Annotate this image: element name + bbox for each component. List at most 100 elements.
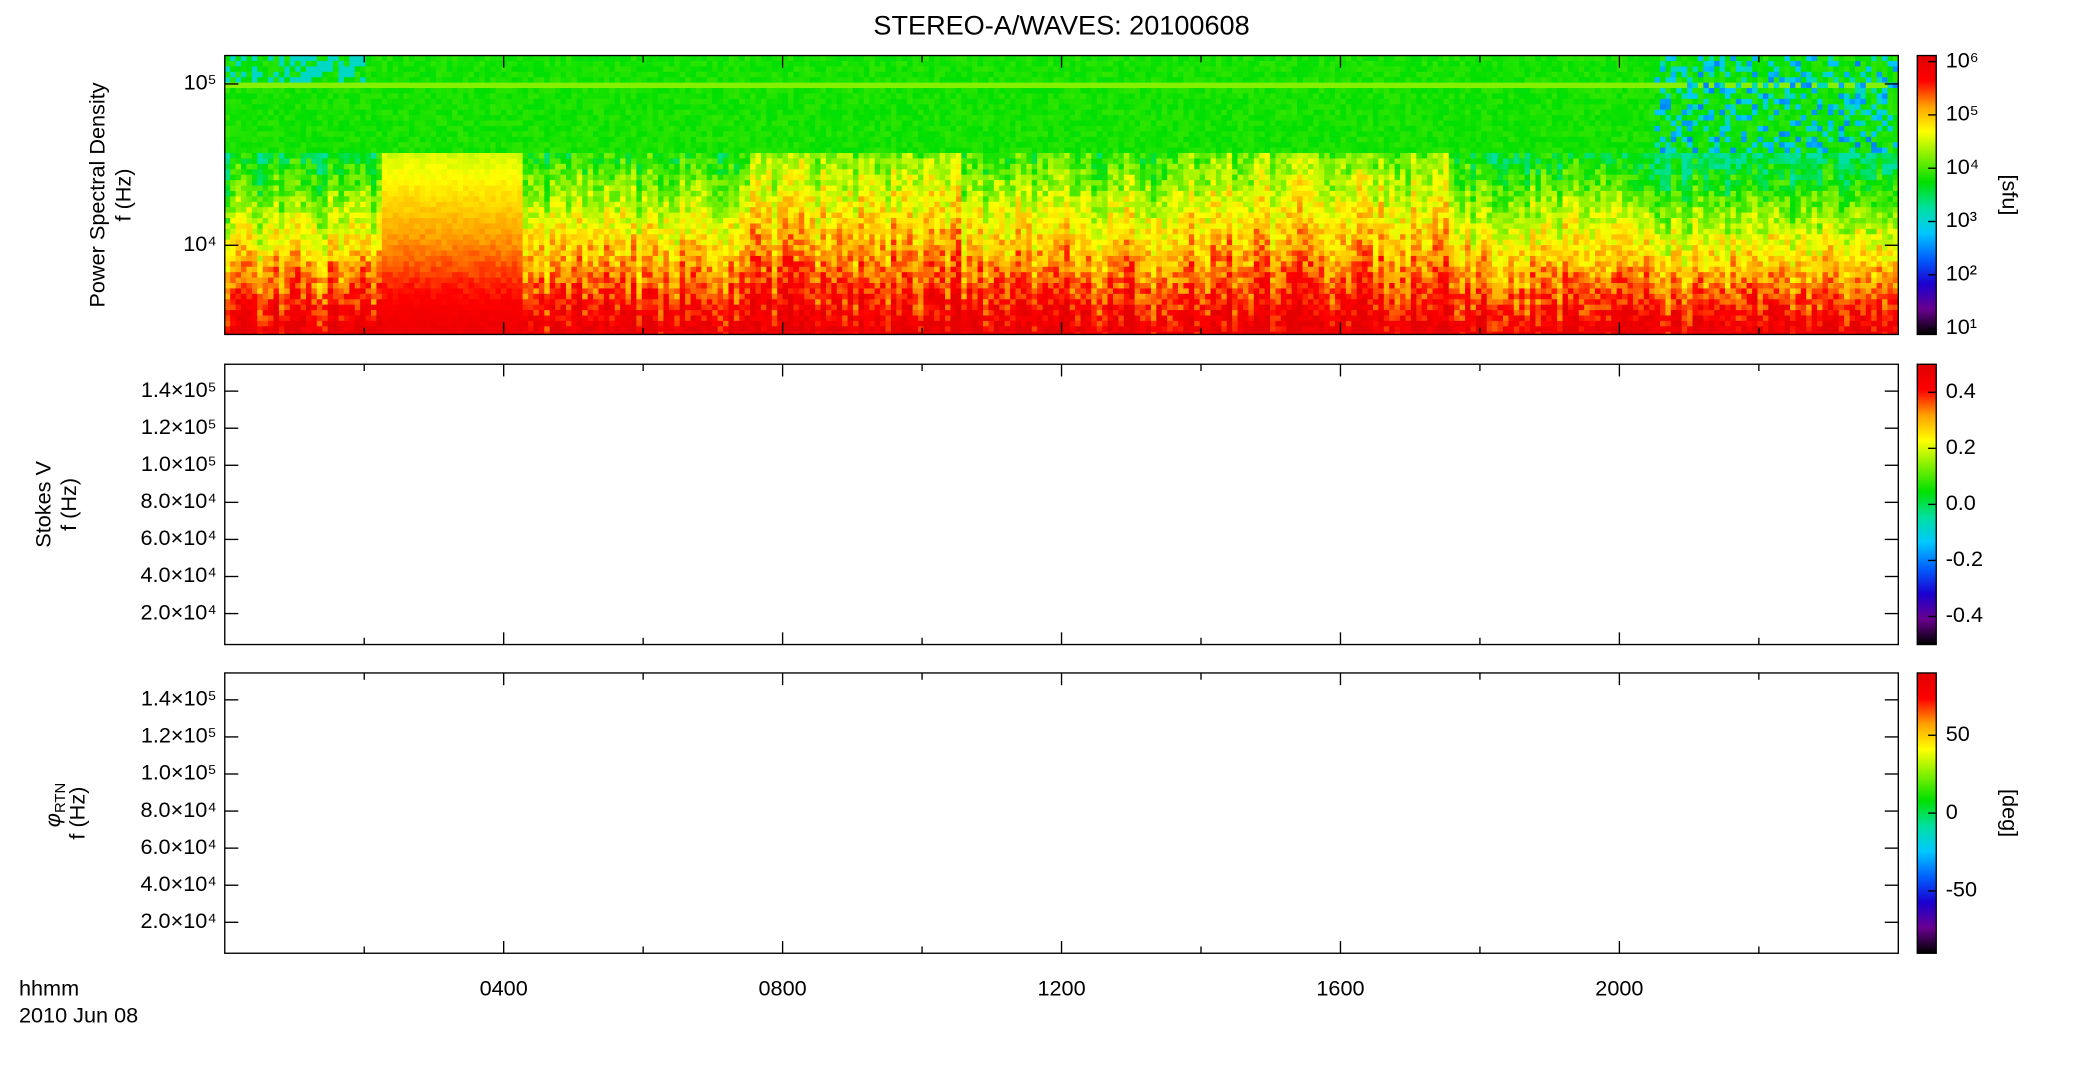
spectrogram-cell	[560, 115, 567, 121]
spectrogram-cell	[224, 320, 231, 327]
spectrogram-cell	[652, 142, 659, 149]
spectrogram-cell	[349, 109, 356, 116]
spectrogram-cell	[522, 125, 529, 132]
spectrogram-cell	[517, 147, 524, 154]
spectrogram-cell	[528, 147, 535, 154]
spectrogram-cell	[425, 158, 432, 165]
spectrogram-cell	[257, 234, 264, 241]
spectrogram-cell	[370, 212, 378, 219]
spectrogram-cell	[495, 223, 502, 230]
spectrogram-cell	[224, 304, 231, 311]
spectrogram-cell	[603, 147, 610, 154]
spectrogram-cell	[647, 55, 654, 62]
spectrogram-cell	[560, 326, 567, 333]
spectrogram-cell	[723, 131, 730, 138]
spectrogram-cell	[224, 261, 231, 268]
spectrogram-cell	[333, 196, 340, 203]
spectrogram-cell	[370, 283, 378, 289]
spectrogram-cell	[609, 239, 616, 246]
spectrogram-cell	[446, 288, 453, 295]
spectrogram-cell	[457, 326, 464, 333]
spectrogram-cell	[289, 234, 296, 241]
spectrogram-cell	[365, 288, 372, 295]
spectrogram-cell	[506, 255, 513, 262]
spectrogram-cell	[468, 120, 475, 127]
spectrogram-cell	[576, 283, 583, 289]
spectrogram-cell	[446, 169, 453, 176]
spectrogram-cell	[706, 196, 713, 203]
spectrogram-cell	[284, 223, 291, 230]
spectrogram-cell	[273, 66, 280, 73]
spectrogram-cell	[414, 60, 421, 67]
spectrogram-cell	[425, 266, 432, 273]
spectrogram-cell	[712, 223, 719, 230]
spectrogram-cell	[473, 82, 480, 89]
spectrogram-cell	[506, 115, 513, 121]
spectrogram-cell	[457, 120, 464, 127]
spectrogram-cell	[360, 218, 367, 224]
spectrogram-cell	[392, 266, 399, 273]
spectrogram-cell	[473, 169, 480, 176]
spectrogram-cell	[479, 223, 486, 230]
spectrogram-cell	[284, 88, 291, 94]
spectrogram-cell	[484, 93, 491, 100]
spectrogram-cell	[490, 283, 497, 289]
spectrogram-cell	[224, 207, 231, 214]
spectrogram-cell	[392, 98, 399, 105]
spectrogram-cell	[289, 125, 296, 132]
spectrogram-cell	[306, 288, 313, 295]
spectrogram-cell	[549, 60, 556, 67]
spectrogram-cell	[468, 223, 475, 230]
spectrogram-cell	[468, 190, 475, 197]
spectrogram-cell	[565, 320, 573, 327]
spectrogram-cell	[273, 77, 280, 84]
spectrogram-cell	[468, 293, 475, 300]
spectrogram-cell	[278, 190, 286, 197]
spectrogram-cell	[728, 125, 735, 132]
spectrogram-cell	[695, 66, 703, 73]
spectrogram-cell	[446, 228, 453, 235]
spectrogram-cell	[235, 315, 242, 322]
spectrogram-cell	[268, 158, 275, 165]
spectrogram-cell	[463, 245, 470, 251]
spectrogram-cell	[441, 93, 448, 100]
spectrogram-cell	[343, 98, 351, 105]
spectrogram-cell	[360, 66, 367, 73]
spectrogram-cell	[246, 180, 253, 186]
spectrogram-cell	[625, 315, 632, 322]
spectrogram-cell	[360, 88, 367, 94]
spectrogram-cell	[695, 88, 703, 94]
spectrogram-cell	[728, 288, 735, 295]
spectrogram-cell	[419, 228, 426, 235]
spectrogram-cell	[560, 299, 567, 306]
spectrogram-cell	[630, 82, 638, 89]
spectrogram-cell	[603, 272, 610, 279]
spectrogram-cell	[576, 55, 583, 62]
spectrogram-cell	[392, 228, 399, 235]
spectrogram-cell	[306, 239, 313, 246]
spectrogram-cell	[490, 60, 497, 67]
spectrogram-cell	[549, 272, 556, 279]
spectrogram-cell	[647, 98, 654, 105]
spectrogram-cell	[343, 315, 351, 322]
spectrogram-cell	[278, 66, 286, 73]
spectrogram-cell	[712, 158, 719, 165]
spectrogram-cell	[414, 228, 421, 235]
spectrogram-cell	[343, 71, 351, 78]
spectrogram-cell	[403, 136, 410, 143]
spectrogram-cell	[560, 71, 567, 78]
spectrogram-cell	[495, 228, 502, 235]
spectrogram-cell	[343, 185, 351, 192]
spectrogram-cell	[370, 331, 378, 335]
spectrogram-cell	[506, 163, 513, 170]
spectrogram-cell	[435, 196, 443, 203]
spectrogram-cell	[441, 55, 448, 62]
spectrogram-cell	[609, 266, 616, 273]
spectrogram-cell	[430, 299, 437, 306]
spectrogram-cell	[674, 98, 681, 105]
spectrogram-cell	[381, 136, 388, 143]
spectrogram-cell	[712, 98, 719, 105]
spectrogram-cell	[419, 158, 426, 165]
spectrogram-cell	[484, 174, 491, 181]
spectrogram-cell	[295, 223, 302, 230]
